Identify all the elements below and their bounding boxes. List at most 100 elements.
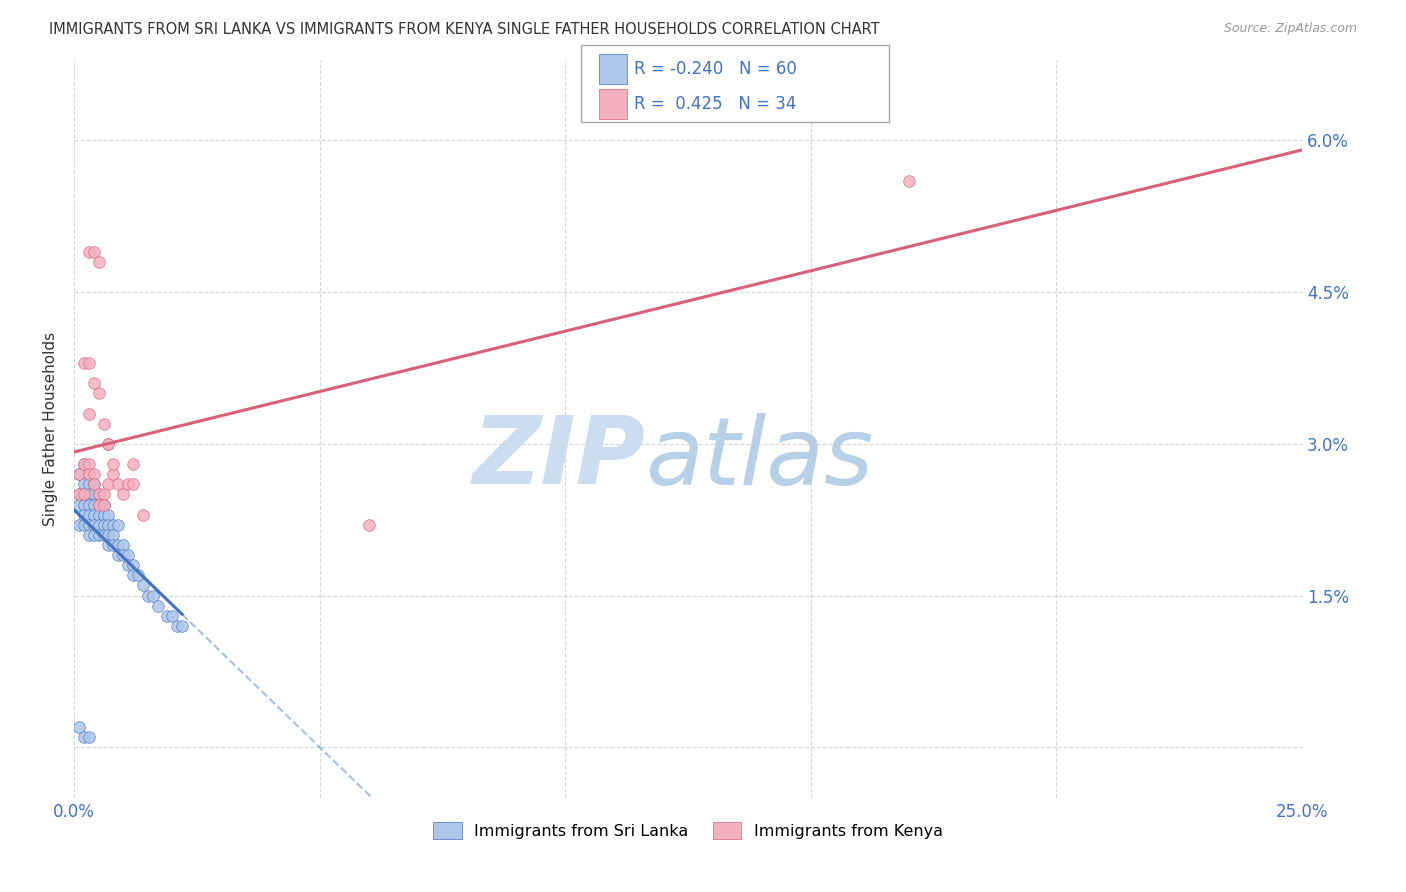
Point — [93, 508, 115, 522]
Point — [127, 568, 149, 582]
Point — [172, 619, 194, 633]
Point — [73, 457, 96, 471]
Point — [73, 487, 96, 501]
Text: Source: ZipAtlas.com: Source: ZipAtlas.com — [1223, 22, 1357, 36]
Point — [117, 558, 139, 573]
Point — [77, 457, 100, 471]
Point — [87, 498, 110, 512]
Point — [73, 498, 96, 512]
Text: ZIP: ZIP — [472, 412, 645, 504]
Point — [77, 498, 100, 512]
Point — [97, 508, 120, 522]
Point — [67, 467, 90, 482]
Point — [77, 467, 100, 482]
Point — [87, 498, 110, 512]
Point — [77, 467, 100, 482]
Text: IMMIGRANTS FROM SRI LANKA VS IMMIGRANTS FROM KENYA SINGLE FATHER HOUSEHOLDS CORR: IMMIGRANTS FROM SRI LANKA VS IMMIGRANTS … — [49, 22, 880, 37]
Point — [83, 467, 105, 482]
Point — [166, 619, 188, 633]
Point — [97, 437, 120, 451]
Point — [107, 477, 129, 491]
Point — [93, 517, 115, 532]
Text: R = -0.240   N = 60: R = -0.240 N = 60 — [634, 61, 797, 78]
Point — [77, 487, 100, 501]
Point — [898, 174, 921, 188]
Point — [103, 467, 125, 482]
Point — [67, 720, 90, 734]
Text: atlas: atlas — [645, 413, 873, 504]
Point — [112, 487, 135, 501]
Point — [77, 244, 100, 259]
Point — [83, 244, 105, 259]
Point — [142, 589, 165, 603]
Point — [132, 508, 155, 522]
Point — [156, 608, 179, 623]
Point — [136, 589, 159, 603]
Point — [83, 528, 105, 542]
Point — [87, 255, 110, 269]
Point — [87, 508, 110, 522]
Point — [103, 517, 125, 532]
Point — [83, 487, 105, 501]
Point — [93, 528, 115, 542]
Point — [122, 477, 145, 491]
Point — [83, 477, 105, 491]
Point — [73, 487, 96, 501]
Point — [107, 538, 129, 552]
Point — [112, 538, 135, 552]
Point — [107, 517, 129, 532]
Y-axis label: Single Father Households: Single Father Households — [44, 332, 58, 525]
Point — [357, 517, 380, 532]
Point — [93, 498, 115, 512]
Point — [77, 407, 100, 421]
Point — [73, 517, 96, 532]
Point — [87, 517, 110, 532]
Point — [67, 487, 90, 501]
Point — [162, 608, 184, 623]
Point — [117, 548, 139, 562]
Point — [87, 487, 110, 501]
Point — [83, 517, 105, 532]
Point — [87, 487, 110, 501]
Point — [122, 568, 145, 582]
Point — [103, 457, 125, 471]
Point — [93, 487, 115, 501]
Point — [87, 528, 110, 542]
Point — [67, 487, 90, 501]
Point — [97, 517, 120, 532]
Point — [122, 457, 145, 471]
Point — [73, 477, 96, 491]
Point — [117, 477, 139, 491]
Point — [103, 528, 125, 542]
Point — [146, 599, 169, 613]
Point — [77, 528, 100, 542]
Point — [122, 558, 145, 573]
Point — [103, 538, 125, 552]
Point — [132, 578, 155, 592]
Point — [77, 508, 100, 522]
Point — [97, 538, 120, 552]
Point — [83, 477, 105, 491]
Point — [73, 457, 96, 471]
Point — [112, 548, 135, 562]
Point — [93, 498, 115, 512]
Point — [73, 730, 96, 744]
Point — [67, 517, 90, 532]
Point — [77, 356, 100, 370]
Point — [77, 477, 100, 491]
Point — [93, 417, 115, 431]
Point — [77, 517, 100, 532]
Point — [107, 548, 129, 562]
Legend: Immigrants from Sri Lanka, Immigrants from Kenya: Immigrants from Sri Lanka, Immigrants fr… — [426, 816, 949, 846]
Point — [73, 356, 96, 370]
Point — [97, 477, 120, 491]
Point — [97, 528, 120, 542]
Point — [67, 498, 90, 512]
Point — [73, 508, 96, 522]
Point — [77, 730, 100, 744]
Text: R =  0.425   N = 34: R = 0.425 N = 34 — [634, 95, 796, 113]
Point — [83, 376, 105, 391]
Point — [67, 467, 90, 482]
Point — [97, 437, 120, 451]
Point — [87, 386, 110, 401]
